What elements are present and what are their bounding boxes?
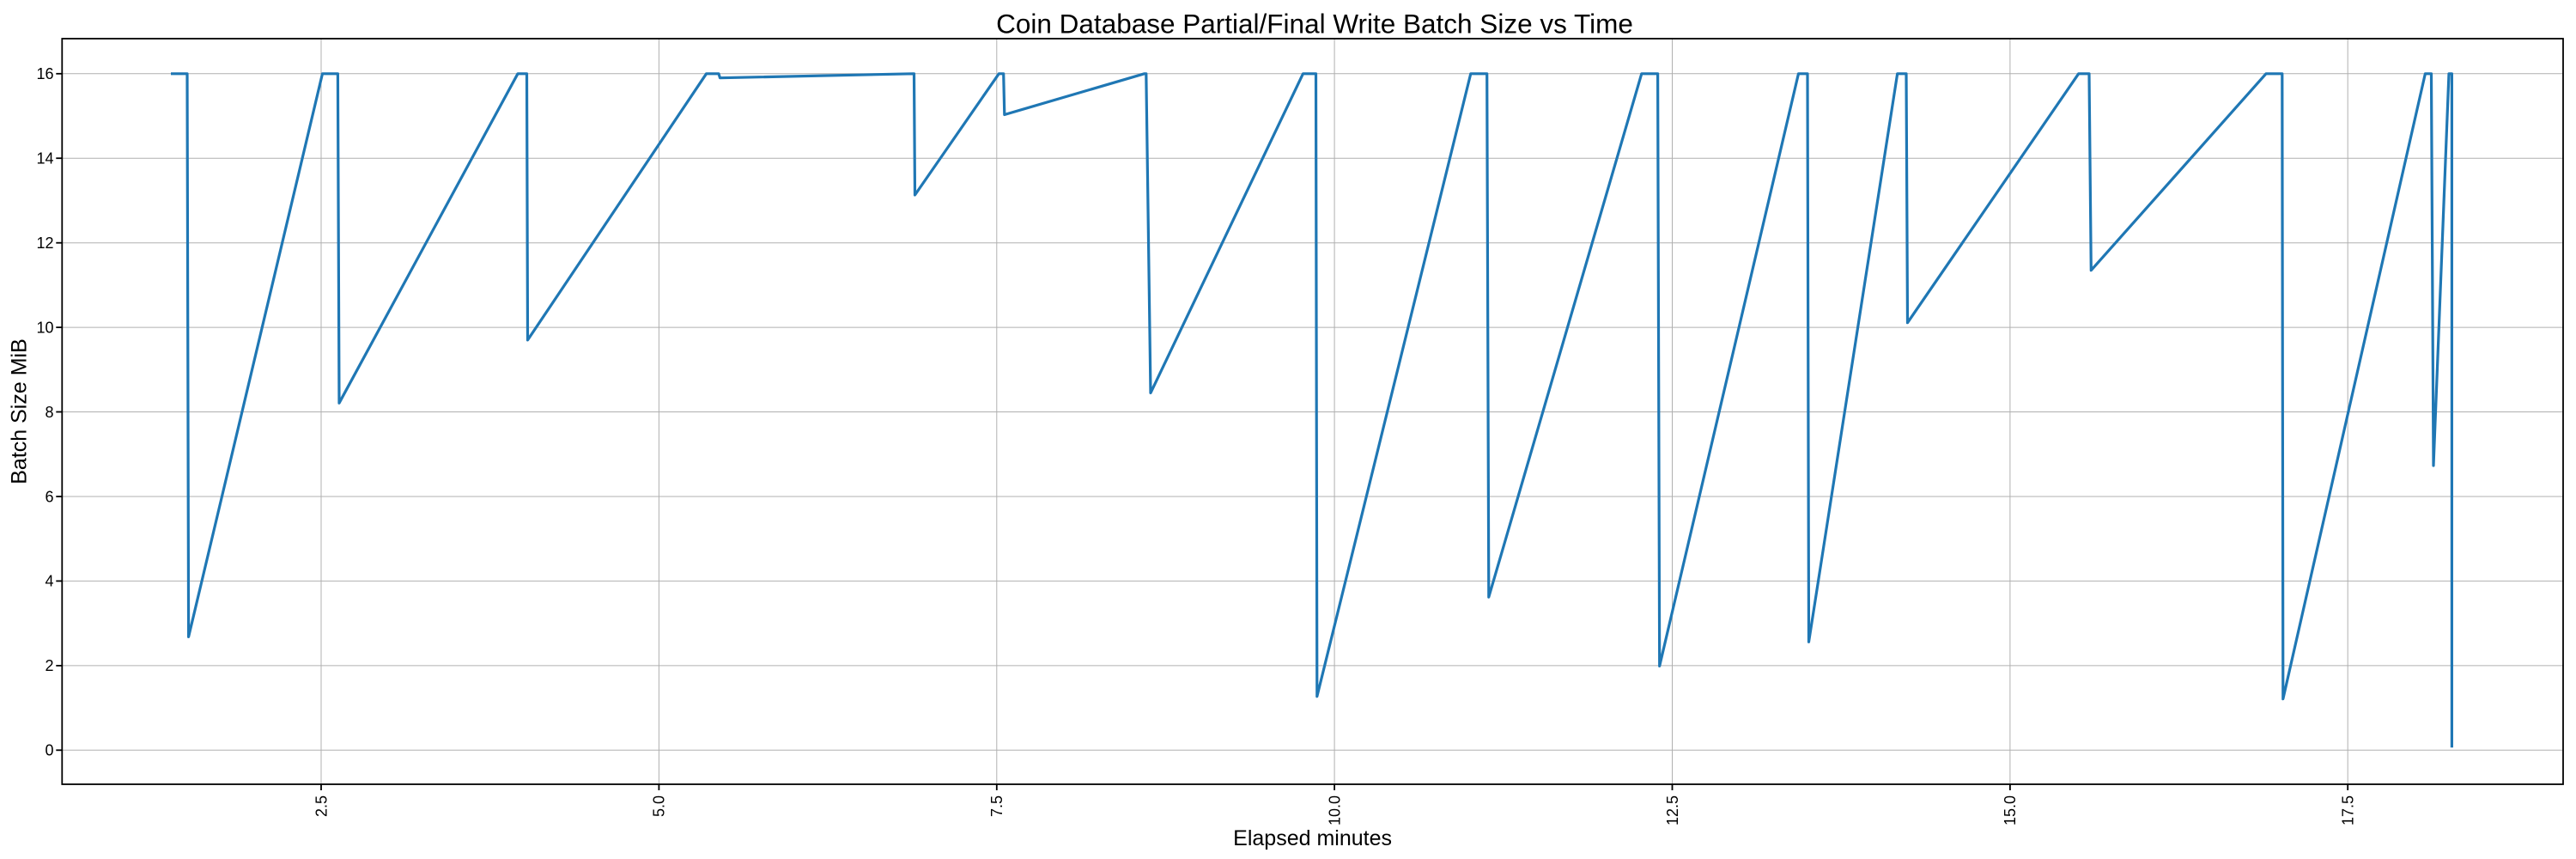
svg-text:7.5: 7.5 [988, 795, 1005, 817]
svg-text:10: 10 [36, 319, 53, 336]
svg-text:16: 16 [36, 65, 53, 82]
svg-text:14: 14 [36, 150, 53, 168]
svg-text:2: 2 [45, 657, 53, 674]
svg-text:15.0: 15.0 [2002, 795, 2019, 825]
svg-text:Elapsed minutes: Elapsed minutes [1233, 826, 1392, 850]
svg-text:0: 0 [45, 742, 53, 759]
svg-text:5.0: 5.0 [651, 795, 668, 817]
svg-text:8: 8 [45, 404, 53, 421]
svg-text:17.5: 17.5 [2340, 795, 2357, 825]
svg-text:2.5: 2.5 [313, 795, 330, 817]
svg-text:6: 6 [45, 488, 53, 505]
svg-text:10.0: 10.0 [1326, 795, 1343, 825]
svg-text:12: 12 [36, 235, 53, 252]
svg-text:12.5: 12.5 [1664, 795, 1681, 825]
svg-text:Coin Database Partial/Final Wr: Coin Database Partial/Final Write Batch … [996, 9, 1633, 40]
svg-text:Batch Size MiB: Batch Size MiB [8, 338, 32, 484]
svg-text:4: 4 [45, 573, 53, 590]
